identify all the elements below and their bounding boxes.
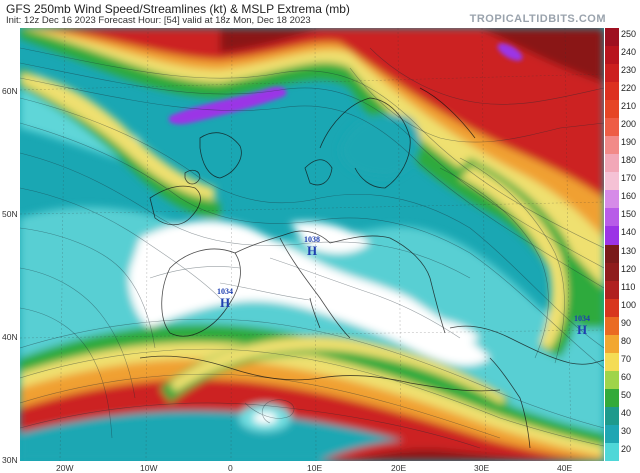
lon-label-10e: 10E xyxy=(307,463,323,473)
colorbar-tick-label: 160 xyxy=(621,191,637,202)
lat-label-50n: 50N xyxy=(2,209,18,219)
colorbar-segment xyxy=(605,136,619,155)
colorbar-tick-label: 40 xyxy=(621,407,632,418)
colorbar-tick-label: 140 xyxy=(621,227,637,238)
colorbar-tick-label: 240 xyxy=(621,47,637,58)
streamlines xyxy=(20,47,604,449)
colorbar-segment xyxy=(605,64,619,83)
lon-label-30e: 30E xyxy=(474,463,490,473)
lat-label-60n: 60N xyxy=(2,86,18,96)
colorbar-segment xyxy=(605,370,619,390)
colorbar-segment xyxy=(605,46,619,65)
colorbar-segment xyxy=(605,388,619,408)
header-bar: GFS 250mb Wind Speed/Streamlines (kt) & … xyxy=(0,0,640,28)
coastlines xyxy=(139,87,604,449)
colorbar-tick-label: 130 xyxy=(621,245,637,256)
colorbar-segment xyxy=(605,190,619,209)
jet-maxima xyxy=(168,43,523,125)
high-pressure-center: 1038 H xyxy=(304,235,320,258)
colorbar-tick-label: 60 xyxy=(621,371,632,382)
colorbar-segment xyxy=(605,28,619,47)
colorbar-tick-label: 220 xyxy=(621,83,637,94)
high-pressure-center: 1034 H xyxy=(217,287,233,310)
pressure-value: 1034 xyxy=(574,314,590,323)
lon-label-40e: 40E xyxy=(557,463,573,473)
colorbar-segment xyxy=(605,172,619,191)
wind-speed-colorbar xyxy=(605,28,619,462)
colorbar-segment xyxy=(605,118,619,137)
colorbar-segment xyxy=(605,244,619,264)
lon-label-0: 0 xyxy=(228,463,233,473)
colorbar-segment xyxy=(605,316,619,336)
map-subtitle: Init: 12z Dec 16 2023 Forecast Hour: [54… xyxy=(6,15,311,26)
high-symbol: H xyxy=(306,243,318,258)
colorbar-segment xyxy=(605,100,619,119)
colorbar-segment xyxy=(605,82,619,101)
colorbar-tick-label: 150 xyxy=(621,209,637,220)
colorbar-tick-label: 180 xyxy=(621,155,637,166)
lat-label-40n: 40N xyxy=(2,332,18,342)
colorbar-segment xyxy=(605,406,619,426)
colorbar-tick-label: 70 xyxy=(621,353,632,364)
lat-label-30n: 30N xyxy=(2,455,18,465)
colorbar-tick-label: 230 xyxy=(621,65,637,76)
colorbar-tick-label: 170 xyxy=(621,173,637,184)
wind-map xyxy=(20,28,604,461)
lon-label-20w: 20W xyxy=(56,463,74,473)
colorbar-tick-label: 100 xyxy=(621,299,637,310)
graticule xyxy=(20,28,604,461)
colorbar-tick-label: 250 xyxy=(621,29,637,39)
colorbar-tick-label: 80 xyxy=(621,335,632,346)
lon-label-20e: 20E xyxy=(391,463,407,473)
brand-watermark: TROPICALTIDBITS.COM xyxy=(469,13,606,25)
high-pressure-center: 1034 H xyxy=(574,314,590,337)
lon-label-10w: 10W xyxy=(140,463,158,473)
colorbar-segment xyxy=(605,352,619,372)
colorbar-segment xyxy=(605,442,619,462)
colorbar-tick-label: 20 xyxy=(621,443,632,454)
colorbar-tick-label: 30 xyxy=(621,425,632,436)
colorbar-tick-label: 110 xyxy=(621,281,636,292)
colorbar-tick-label: 120 xyxy=(621,263,637,274)
colorbar-segment xyxy=(605,424,619,444)
colorbar-segment xyxy=(605,298,619,318)
high-symbol: H xyxy=(219,295,231,310)
colorbar-segment xyxy=(605,262,619,282)
map-title: GFS 250mb Wind Speed/Streamlines (kt) & … xyxy=(6,2,350,16)
colorbar-segment xyxy=(605,208,619,227)
colorbar-tick-label: 50 xyxy=(621,389,632,400)
colorbar-tick-label: 90 xyxy=(621,317,632,328)
pressure-value: 1038 xyxy=(304,235,320,244)
colorbar-segment xyxy=(605,280,619,300)
colorbar-segment xyxy=(605,154,619,173)
colorbar-segment xyxy=(605,226,619,245)
colorbar-tick-label: 190 xyxy=(621,137,637,148)
colorbar-tick-label: 210 xyxy=(621,101,637,112)
colorbar-tick-label: 200 xyxy=(621,119,637,130)
high-symbol: H xyxy=(576,322,588,337)
colorbar-segment xyxy=(605,334,619,354)
wind-map-canvas xyxy=(20,28,604,461)
pressure-value: 1034 xyxy=(217,287,233,296)
